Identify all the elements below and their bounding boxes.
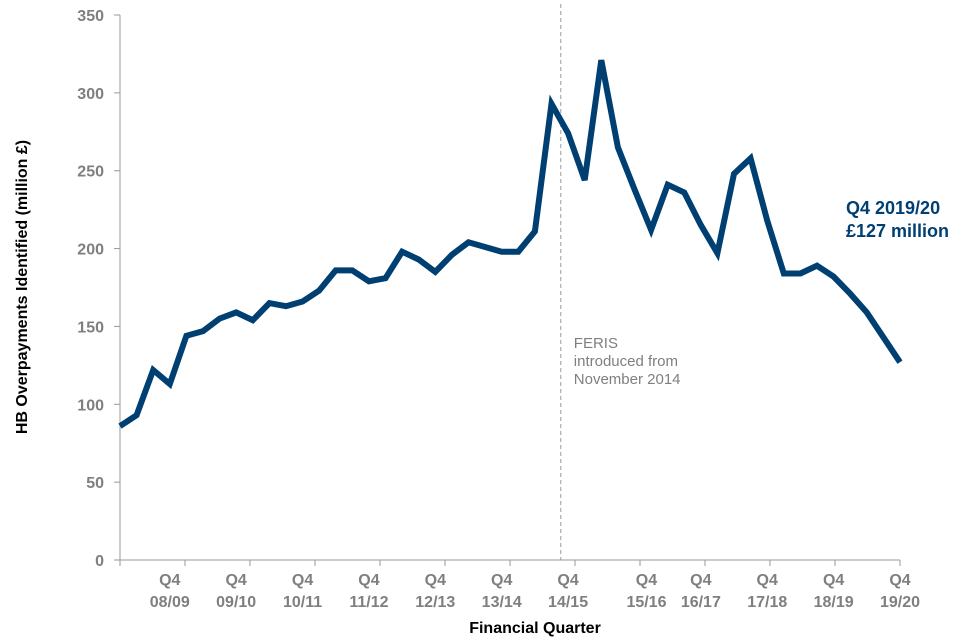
y-axis-ticks: 0 50 100 150 200 250 300 350: [77, 8, 120, 570]
x-tick-label-year: 16/17: [681, 594, 721, 611]
annotation-line-2: introduced from: [574, 353, 678, 370]
x-axis-ticks: Q4 08/09 Q4 09/10 Q4 10/11 Q4 11/12 Q4 12/13 Q4 13/…: [119, 560, 920, 611]
x-tick-label-quarter: Q4: [292, 572, 313, 589]
x-tick-label-quarter: Q4: [557, 572, 578, 589]
x-tick-label-quarter: Q4: [636, 572, 657, 589]
y-tick-label: 100: [77, 397, 104, 414]
x-tick-label-quarter: Q4: [757, 572, 778, 589]
x-tick-label-year: 11/12: [349, 594, 388, 611]
annotation-line-3: November 2014: [574, 371, 681, 388]
y-axis-title: HB Overpayments Identified (million £): [14, 140, 31, 434]
annotation-line-1: FERIS: [574, 335, 618, 352]
y-tick-label: 200: [77, 242, 104, 259]
x-tick-label-quarter: Q4: [889, 572, 910, 589]
y-tick-label: 250: [77, 164, 104, 181]
x-tick-label-year: 19/20: [880, 594, 920, 611]
x-tick-label-quarter: Q4: [491, 572, 512, 589]
x-tick-label-quarter: Q4: [159, 572, 180, 589]
y-tick-label: 350: [77, 8, 104, 25]
end-label-amount: £127 million: [846, 221, 949, 241]
x-tick-label-year: 12/13: [415, 594, 455, 611]
x-axis-title: Financial Quarter: [469, 620, 601, 637]
x-tick-label-year: 14/15: [548, 594, 588, 611]
end-label-period: Q4 2019/20: [846, 198, 940, 218]
x-tick-label-year: 13/14: [482, 594, 522, 611]
x-tick-label-year: 18/19: [814, 594, 854, 611]
x-tick-label-quarter: Q4: [225, 572, 246, 589]
x-tick-label-year: 15/16: [626, 594, 666, 611]
x-tick-label-year: 09/10: [216, 594, 256, 611]
y-tick-label: 150: [77, 319, 104, 336]
x-tick-label-year: 17/18: [747, 594, 787, 611]
end-value-label: Q4 2019/20 £127 million: [846, 198, 949, 241]
x-tick-label-year: 08/09: [150, 594, 190, 611]
series-line: [118, 59, 903, 429]
x-tick-label-quarter: Q4: [690, 572, 711, 589]
x-tick-label-quarter: Q4: [425, 572, 446, 589]
x-tick-label-quarter: Q4: [358, 572, 379, 589]
feris-annotation: FERIS introduced from November 2014: [574, 335, 682, 388]
x-tick-label-year: 10/11: [283, 594, 322, 611]
y-tick-label: 50: [86, 475, 104, 492]
x-tick-label-quarter: Q4: [823, 572, 844, 589]
y-tick-label: 0: [95, 553, 104, 570]
y-tick-label: 300: [77, 86, 104, 103]
